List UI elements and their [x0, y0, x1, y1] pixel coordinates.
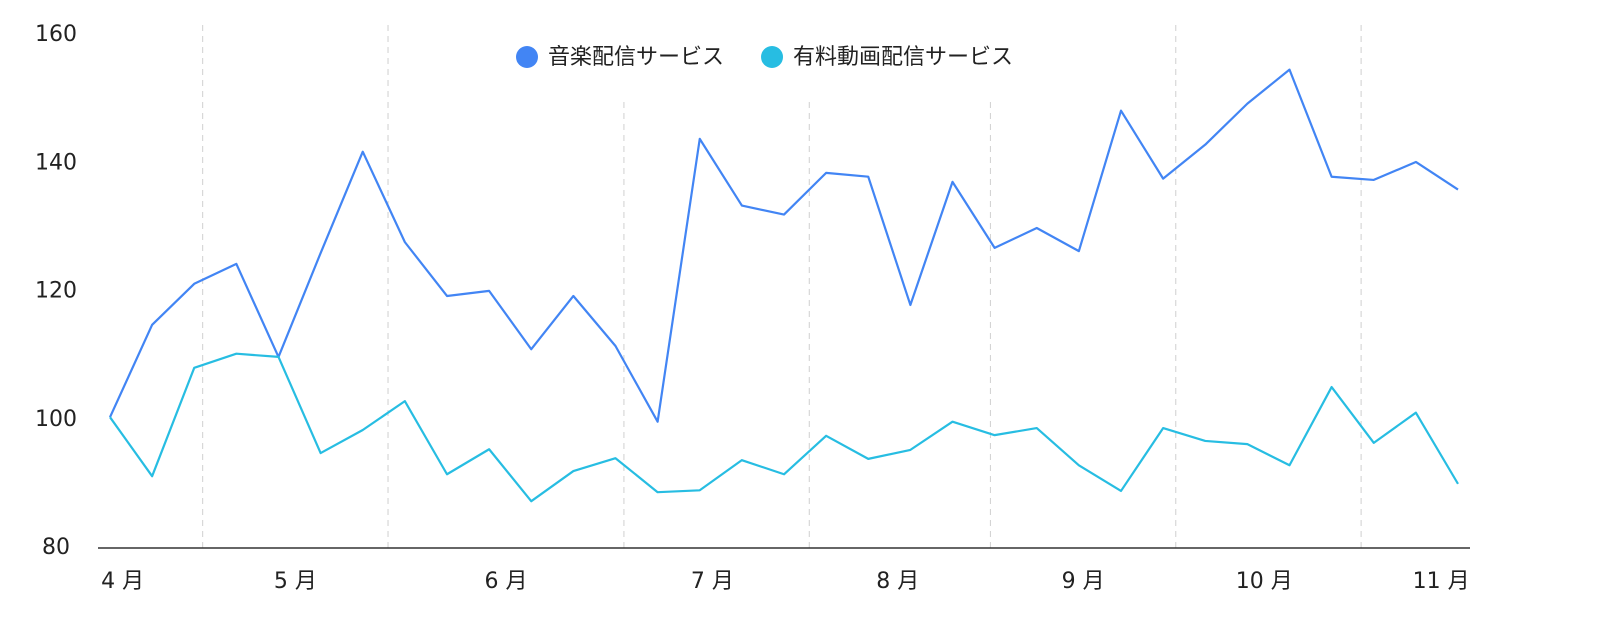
y-tick-label: 100	[35, 407, 77, 432]
x-tick-label: 6 月	[484, 569, 527, 594]
series-line	[109, 352, 1459, 503]
y-tick-label: 140	[35, 150, 77, 175]
legend-label: 有料動画配信サービス	[793, 45, 1013, 70]
y-tick-label: 160	[35, 22, 77, 47]
x-tick-label: 5 月	[274, 569, 317, 594]
series-line	[108, 68, 1459, 423]
legend-label: 音楽配信サービス	[548, 45, 724, 70]
legend-marker	[516, 46, 538, 68]
y-tick-label: 80	[42, 535, 70, 560]
legend-marker	[761, 46, 784, 68]
legend-background	[500, 22, 1070, 98]
x-tick-label: 10 月	[1236, 569, 1293, 594]
x-tick-label: 9 月	[1062, 569, 1105, 594]
y-tick-label: 120	[35, 279, 77, 304]
x-tick-label: 8 月	[876, 569, 919, 594]
x-tick-label: 4 月	[101, 569, 144, 594]
x-tick-label: 7 月	[691, 569, 734, 594]
legend: 音楽配信サービス 有料動画配信サービス	[500, 22, 1070, 98]
x-tick-label: 11 月	[1413, 569, 1470, 594]
